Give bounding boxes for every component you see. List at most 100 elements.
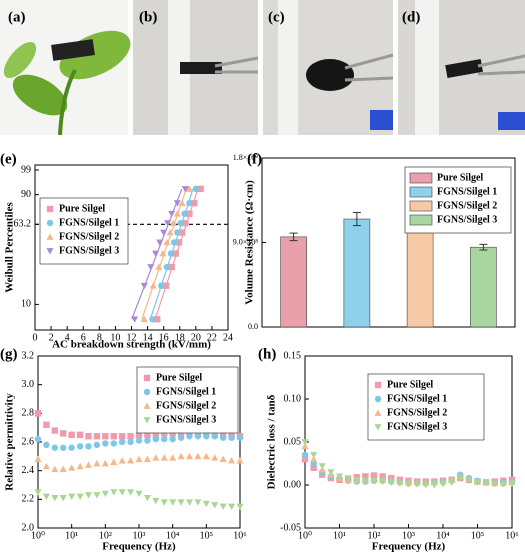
marker bbox=[93, 441, 101, 449]
legend-label: FGNS/Silgel 2 bbox=[387, 407, 447, 418]
marker bbox=[186, 199, 193, 207]
x-tick-label: 0 bbox=[33, 332, 38, 343]
legend-box bbox=[136, 366, 239, 434]
marker bbox=[127, 457, 135, 464]
marker bbox=[186, 210, 193, 217]
marker bbox=[84, 461, 93, 468]
legend-label: FGNS/Silgel 1 bbox=[59, 217, 119, 228]
photo-label: (d) bbox=[402, 9, 420, 25]
marker bbox=[211, 433, 218, 440]
marker bbox=[172, 250, 179, 257]
marker bbox=[59, 465, 67, 473]
marker bbox=[370, 472, 378, 479]
marker bbox=[194, 499, 202, 506]
legend-label: FGNS/Silgel 1 bbox=[387, 393, 447, 404]
error-bar bbox=[289, 232, 298, 242]
marker bbox=[68, 464, 76, 471]
y-tick-label: 0.00 bbox=[284, 479, 302, 490]
marker bbox=[185, 499, 194, 506]
marker bbox=[194, 433, 202, 440]
x-tick-label: 18 bbox=[175, 332, 185, 343]
legend-marker bbox=[143, 388, 151, 396]
legend-label: FGNS/Silgel 3 bbox=[156, 414, 216, 425]
legend-label: FGNS/Silgel 3 bbox=[437, 214, 497, 225]
legend-label: Pure Silgel bbox=[437, 172, 483, 183]
marker bbox=[163, 263, 171, 271]
marker bbox=[202, 500, 210, 508]
y-tick-label: 10 bbox=[21, 299, 31, 310]
y-tick-label: 2.6 bbox=[22, 436, 35, 447]
marker bbox=[154, 316, 161, 323]
marker bbox=[127, 433, 134, 440]
marker bbox=[51, 495, 59, 502]
marker bbox=[211, 454, 219, 461]
legend-swatch bbox=[409, 200, 433, 212]
legend-marker bbox=[46, 233, 54, 240]
marker bbox=[177, 434, 185, 441]
marker bbox=[147, 264, 155, 271]
marker bbox=[140, 282, 148, 290]
marker bbox=[169, 435, 176, 443]
x-tick-label: 10¹ bbox=[65, 530, 78, 541]
legend-label: FGNS/Silgel 2 bbox=[59, 231, 119, 242]
marker bbox=[34, 489, 42, 496]
x-tick-label: 10² bbox=[99, 530, 112, 541]
x-tick-label: 6 bbox=[81, 332, 86, 343]
marker bbox=[178, 229, 186, 236]
legend-label: FGNS/Silgel 3 bbox=[387, 421, 447, 432]
error-bar bbox=[352, 211, 361, 227]
marker bbox=[160, 229, 168, 237]
y-axis-label: Relative permittivity bbox=[4, 393, 16, 491]
marker bbox=[370, 477, 378, 485]
legend-label: Pure Silgel bbox=[387, 379, 433, 390]
marker bbox=[178, 199, 186, 207]
marker bbox=[152, 431, 160, 439]
x-tick-label: 10⁵ bbox=[200, 530, 214, 541]
legend-label: FGNS/Silgel 3 bbox=[59, 245, 119, 256]
legend-marker bbox=[374, 409, 382, 416]
x-tick-label: 10⁶ bbox=[233, 530, 247, 541]
marker bbox=[439, 481, 447, 488]
y-tick-label: 3.0 bbox=[22, 379, 35, 390]
marker bbox=[169, 219, 177, 227]
marker bbox=[344, 475, 352, 482]
marker bbox=[163, 238, 171, 246]
marker bbox=[34, 455, 42, 463]
legend-marker bbox=[143, 374, 151, 382]
marker bbox=[43, 421, 50, 428]
legend-marker bbox=[374, 395, 382, 403]
marker bbox=[76, 493, 84, 500]
legend-label: Pure Silgel bbox=[156, 372, 202, 383]
marker bbox=[362, 473, 369, 480]
marker bbox=[152, 435, 160, 443]
y-tick-label: 99 bbox=[21, 164, 31, 175]
marker bbox=[101, 490, 109, 498]
x-tick-label: 10¹ bbox=[333, 530, 346, 541]
marker bbox=[68, 444, 75, 451]
marker bbox=[161, 435, 168, 443]
y-tick-label: 0.0 bbox=[248, 322, 258, 331]
legend-marker bbox=[46, 219, 54, 227]
x-tick-label: 10² bbox=[368, 530, 381, 541]
legend-box bbox=[39, 197, 129, 265]
marker bbox=[169, 454, 177, 461]
x-tick-label: 10³ bbox=[133, 530, 146, 541]
marker bbox=[422, 482, 430, 489]
legend-swatch bbox=[409, 186, 433, 198]
marker bbox=[164, 220, 172, 227]
photo-label: (c) bbox=[268, 9, 285, 25]
marker bbox=[59, 495, 67, 502]
marker bbox=[149, 282, 157, 289]
y-tick-label: 63.2 bbox=[14, 219, 32, 230]
marker bbox=[181, 210, 188, 217]
marker bbox=[160, 499, 168, 506]
legend-marker bbox=[374, 424, 382, 431]
marker bbox=[140, 315, 148, 323]
marker bbox=[310, 464, 317, 471]
marker bbox=[101, 459, 109, 467]
legend-label: FGNS/Silgel 1 bbox=[156, 386, 216, 397]
legend-label: FGNS/Silgel 2 bbox=[437, 200, 497, 211]
marker bbox=[135, 455, 143, 463]
y-tick-label: 0.05 bbox=[284, 436, 302, 447]
y-tick-label: 2.0 bbox=[22, 522, 35, 533]
